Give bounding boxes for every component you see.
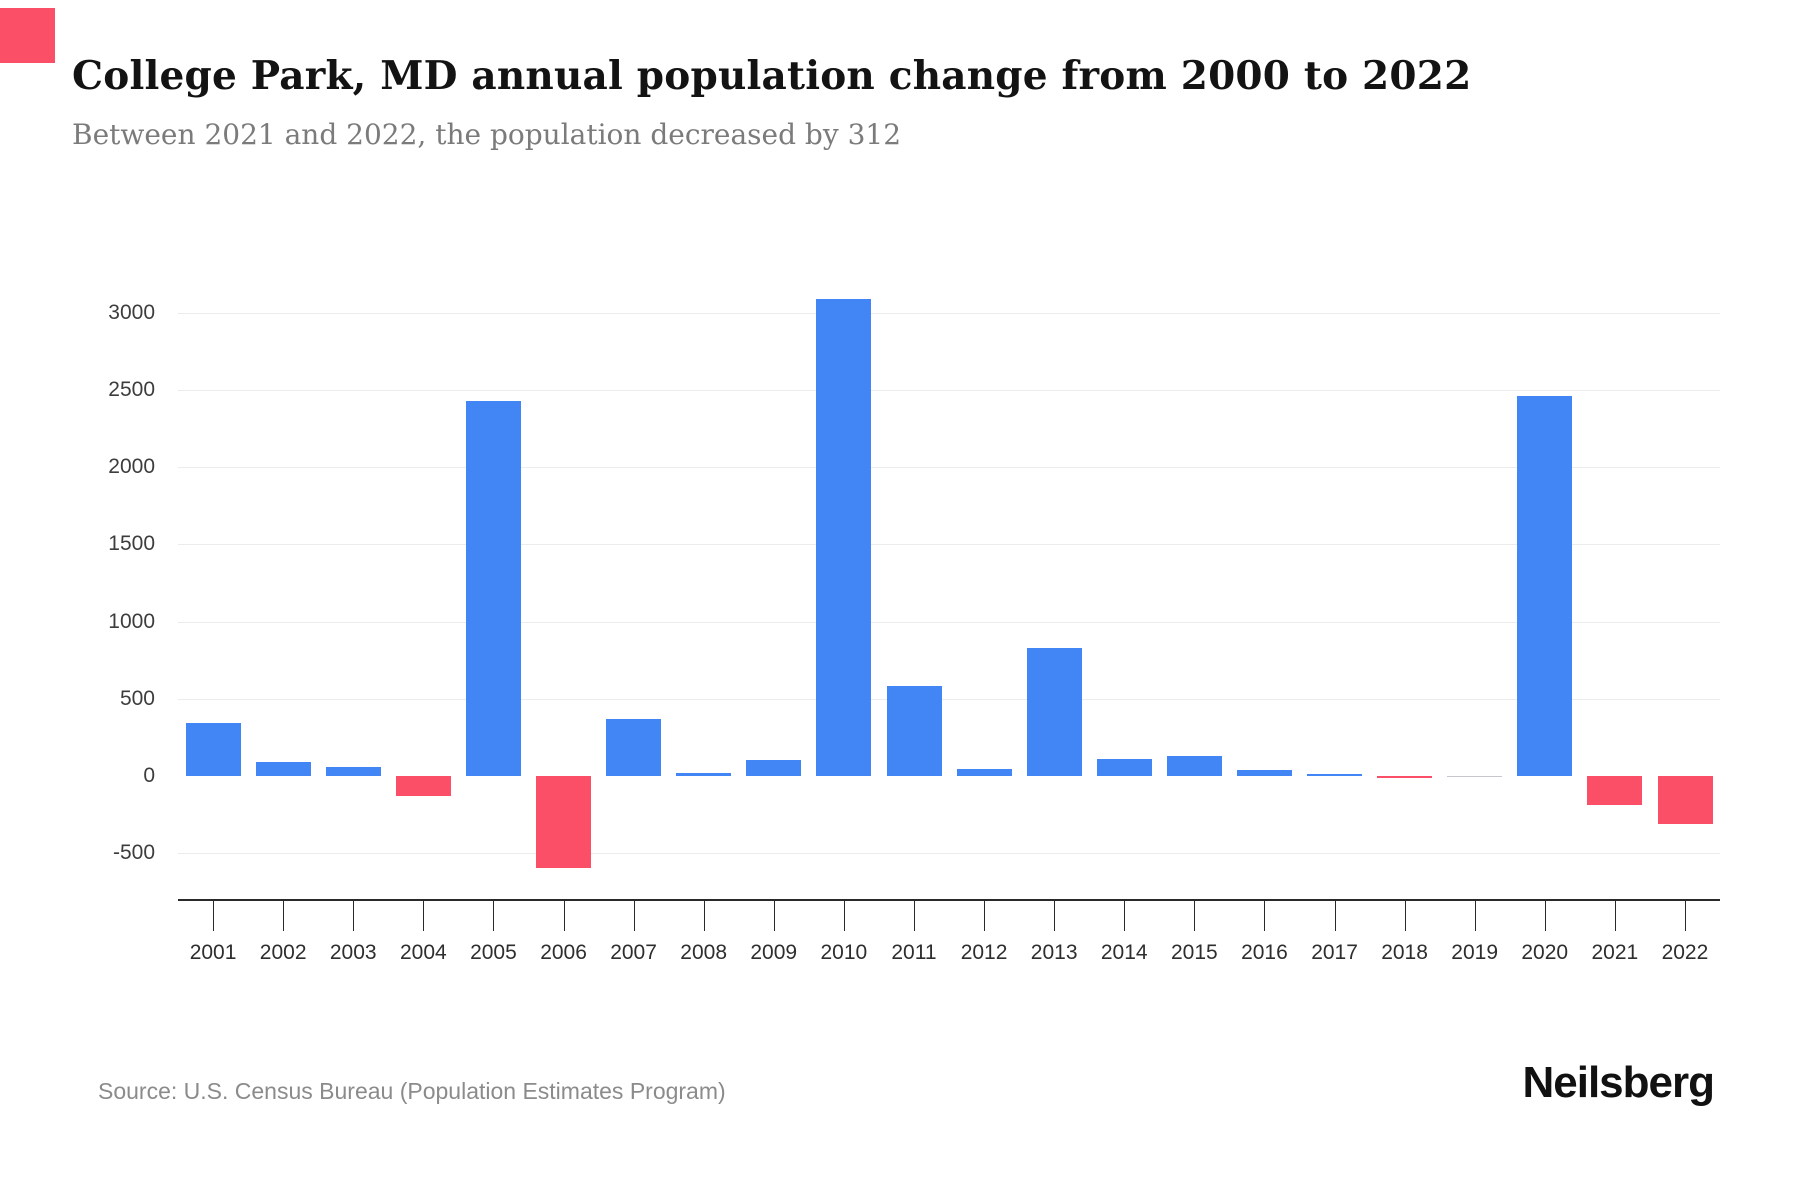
x-axis-label-2018: 2018 bbox=[1381, 941, 1428, 964]
gridline-3000 bbox=[178, 313, 1720, 315]
bar-2010[interactable] bbox=[816, 299, 872, 776]
x-axis-label-2021: 2021 bbox=[1591, 941, 1639, 964]
x-axis-label-2002: 2002 bbox=[259, 941, 307, 964]
bar-2001[interactable] bbox=[185, 723, 241, 776]
gridline-1500 bbox=[178, 544, 1720, 546]
x-axis-label-2017: 2017 bbox=[1311, 941, 1358, 964]
gridline-1000 bbox=[178, 621, 1720, 623]
x-axis-label-2019: 2019 bbox=[1451, 941, 1498, 964]
x-tick-2006 bbox=[563, 901, 565, 931]
x-tick-2015 bbox=[1194, 901, 1196, 931]
bar-2009[interactable] bbox=[746, 760, 802, 776]
bar-2019[interactable] bbox=[1447, 775, 1503, 778]
gridline-500 bbox=[178, 698, 1720, 700]
x-tick-2012 bbox=[984, 901, 985, 931]
x-axis-line: 2001 2002 2003 2004 2005 2006 2007 2008 2009 2010… bbox=[178, 899, 1720, 964]
plot-area bbox=[178, 290, 1720, 899]
bar-2021[interactable] bbox=[1587, 775, 1643, 805]
x-tick-2021 bbox=[1614, 901, 1616, 931]
bar-2022[interactable] bbox=[1657, 775, 1713, 824]
bar-2006[interactable] bbox=[536, 775, 591, 869]
gridline--500 bbox=[178, 852, 1720, 854]
bar-2016[interactable] bbox=[1236, 770, 1292, 776]
bar-2018[interactable] bbox=[1377, 775, 1433, 778]
bar-2003[interactable] bbox=[325, 767, 381, 776]
bar-2013[interactable] bbox=[1026, 647, 1082, 776]
x-tick-2009 bbox=[773, 901, 775, 931]
y-axis-label--500: -500 bbox=[112, 840, 155, 864]
x-axis-label-2011: 2011 bbox=[891, 941, 937, 964]
x-axis-label-2012: 2012 bbox=[960, 941, 1008, 964]
x-axis-label-2014: 2014 bbox=[1100, 941, 1148, 964]
x-axis-label-2020: 2020 bbox=[1521, 941, 1569, 964]
bar-2007[interactable] bbox=[606, 719, 662, 776]
bar-2005[interactable] bbox=[465, 401, 521, 776]
x-tick-2018 bbox=[1404, 901, 1406, 931]
x-tick-2022 bbox=[1685, 901, 1686, 931]
x-axis-label-2004: 2004 bbox=[399, 941, 447, 964]
x-tick-2003 bbox=[353, 901, 355, 931]
brand-mark-square bbox=[0, 8, 55, 63]
x-axis-label-2013: 2013 bbox=[1030, 941, 1078, 964]
page-subtitle: Between 2021 and 2022, the population de… bbox=[72, 118, 902, 151]
x-axis-label-2001: 2001 bbox=[189, 941, 237, 964]
x-tick-2019 bbox=[1474, 901, 1476, 931]
y-axis-label-500: 500 bbox=[119, 686, 155, 710]
bar-2017[interactable] bbox=[1307, 774, 1362, 776]
y-axis-label-1000: 1000 bbox=[108, 609, 155, 633]
x-tick-2011 bbox=[914, 901, 915, 931]
x-axis-label-2005: 2005 bbox=[470, 941, 517, 964]
bar-2015[interactable] bbox=[1166, 755, 1222, 776]
x-axis-label-2003: 2003 bbox=[329, 941, 377, 964]
bar-2014[interactable] bbox=[1096, 758, 1152, 776]
bar-2002[interactable] bbox=[255, 761, 311, 776]
x-axis-label-2015: 2015 bbox=[1170, 941, 1218, 964]
x-tick-2007 bbox=[633, 901, 635, 931]
x-tick-2005 bbox=[493, 901, 495, 931]
x-axis-label-2007: 2007 bbox=[610, 941, 657, 964]
x-axis-label-2016: 2016 bbox=[1241, 941, 1288, 964]
x-tick-2020 bbox=[1544, 901, 1546, 931]
x-tick-2008 bbox=[703, 901, 705, 931]
y-axis-label-2000: 2000 bbox=[108, 455, 155, 479]
x-axis-label-2006: 2006 bbox=[540, 941, 587, 964]
source-text: Source: U.S. Census Bureau (Population E… bbox=[98, 1078, 726, 1104]
x-tick-2004 bbox=[423, 901, 425, 931]
page-title: College Park, MD annual population chang… bbox=[72, 53, 1472, 99]
x-axis-label-2008: 2008 bbox=[680, 941, 727, 964]
x-axis-label-2009: 2009 bbox=[750, 941, 798, 964]
bar-2008[interactable] bbox=[676, 773, 732, 776]
x-tick-2002 bbox=[283, 901, 285, 931]
y-axis-label-1500: 1500 bbox=[108, 532, 155, 556]
brand-logo-text: Neilsberg bbox=[1522, 1058, 1715, 1107]
x-tick-2014 bbox=[1124, 901, 1126, 931]
x-tick-2010 bbox=[843, 901, 845, 931]
x-tick-2016 bbox=[1264, 901, 1266, 931]
bar-2020[interactable] bbox=[1517, 396, 1573, 776]
gridline-2500 bbox=[178, 390, 1720, 392]
y-axis-label-0: 0 bbox=[143, 763, 155, 787]
y-axis-label-3000: 3000 bbox=[108, 301, 155, 325]
x-tick-2013 bbox=[1054, 901, 1056, 931]
x-tick-2017 bbox=[1334, 901, 1336, 931]
gridline-2000 bbox=[178, 467, 1720, 469]
y-axis-label-2500: 2500 bbox=[108, 378, 155, 402]
x-tick-2001 bbox=[213, 901, 214, 931]
x-axis-label-2022: 2022 bbox=[1661, 941, 1709, 964]
x-axis-label-2010: 2010 bbox=[820, 941, 868, 964]
bar-2004[interactable] bbox=[395, 775, 451, 797]
bar-2012[interactable] bbox=[956, 768, 1012, 776]
bar-2011[interactable] bbox=[886, 686, 942, 776]
